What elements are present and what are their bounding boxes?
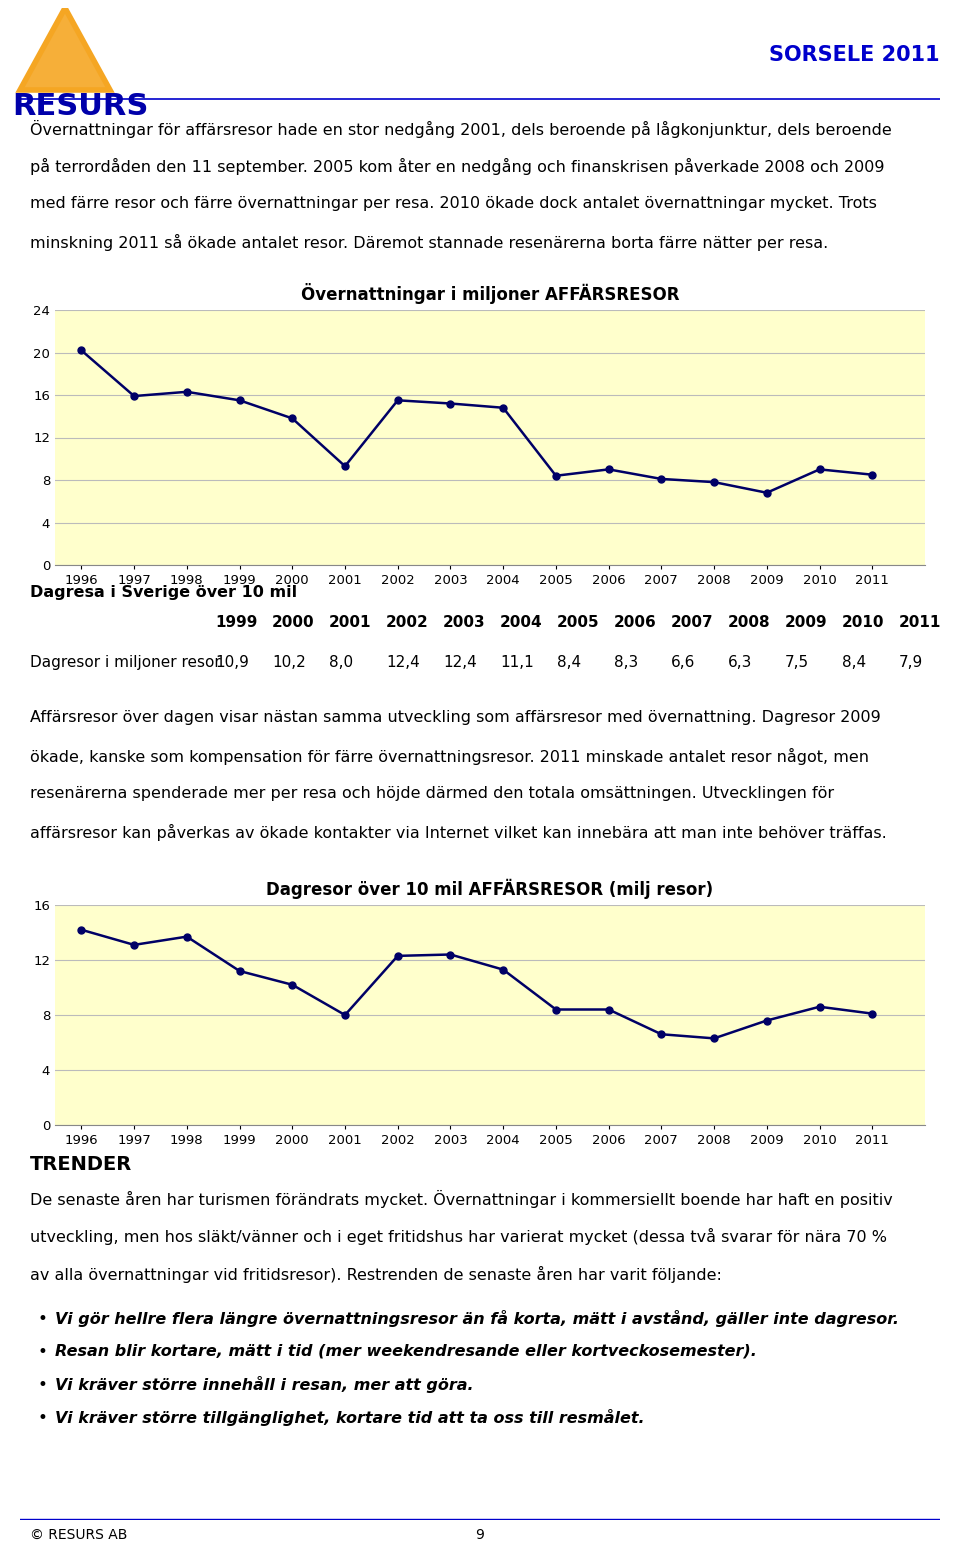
Text: 12,4: 12,4 bbox=[386, 655, 420, 671]
Text: Dagresa i Sverige över 10 mil: Dagresa i Sverige över 10 mil bbox=[30, 585, 298, 601]
Title: Dagresor över 10 mil AFFÄRSRESOR (milj resor): Dagresor över 10 mil AFFÄRSRESOR (milj r… bbox=[267, 879, 713, 899]
Text: utveckling, men hos släkt/vänner och i eget fritidshus har varierat mycket (dess: utveckling, men hos släkt/vänner och i e… bbox=[30, 1228, 887, 1245]
Text: resenärerna spenderade mer per resa och höjde därmed den totala omsättningen. Ut: resenärerna spenderade mer per resa och … bbox=[30, 786, 834, 801]
Text: Dagresor i miljoner resor: Dagresor i miljoner resor bbox=[30, 655, 221, 671]
Text: •: • bbox=[38, 1410, 48, 1427]
Text: 8,4: 8,4 bbox=[842, 655, 866, 671]
Text: TRENDER: TRENDER bbox=[30, 1155, 132, 1173]
Text: 7,5: 7,5 bbox=[785, 655, 809, 671]
Text: 2010: 2010 bbox=[842, 615, 884, 630]
Text: 2008: 2008 bbox=[728, 615, 771, 630]
Text: •: • bbox=[38, 1310, 48, 1327]
Text: 2003: 2003 bbox=[443, 615, 486, 630]
Text: 2005: 2005 bbox=[557, 615, 600, 630]
Polygon shape bbox=[20, 8, 110, 90]
Text: minskning 2011 så ökade antalet resor. Däremot stannade resenärerna borta färre : minskning 2011 så ökade antalet resor. D… bbox=[30, 233, 828, 251]
Text: med färre resor och färre övernattningar per resa. 2010 ökade dock antalet övern: med färre resor och färre övernattningar… bbox=[30, 196, 876, 212]
Text: 2004: 2004 bbox=[500, 615, 542, 630]
Text: 6,6: 6,6 bbox=[671, 655, 695, 671]
Text: på terrordåden den 11 september. 2005 kom åter en nedgång och finanskrisen påver: på terrordåden den 11 september. 2005 ko… bbox=[30, 159, 884, 174]
Text: ökade, kanske som kompensation för färre övernattningsresor. 2011 minskade antal: ökade, kanske som kompensation för färre… bbox=[30, 748, 869, 766]
Text: 12,4: 12,4 bbox=[443, 655, 477, 671]
Text: 10,2: 10,2 bbox=[272, 655, 305, 671]
Text: 2006: 2006 bbox=[614, 615, 657, 630]
Text: SORSELE 2011: SORSELE 2011 bbox=[769, 45, 940, 65]
Text: av alla övernattningar vid fritidsresor). Restrenden de senaste åren har varit f: av alla övernattningar vid fritidsresor)… bbox=[30, 1267, 722, 1284]
Text: •: • bbox=[38, 1343, 48, 1362]
Text: © RESURS AB: © RESURS AB bbox=[30, 1528, 128, 1542]
Text: 9: 9 bbox=[475, 1528, 484, 1542]
Text: 8,0: 8,0 bbox=[329, 655, 353, 671]
Text: 2007: 2007 bbox=[671, 615, 713, 630]
Text: Vi kräver större innehåll i resan, mer att göra.: Vi kräver större innehåll i resan, mer a… bbox=[55, 1376, 473, 1393]
Text: affärsresor kan påverkas av ökade kontakter via Internet vilket kan innebära att: affärsresor kan påverkas av ökade kontak… bbox=[30, 825, 887, 840]
Text: RESURS: RESURS bbox=[12, 92, 149, 121]
Text: 11,1: 11,1 bbox=[500, 655, 534, 671]
Text: 10,9: 10,9 bbox=[215, 655, 249, 671]
Text: 2002: 2002 bbox=[386, 615, 429, 630]
Text: Vi kräver större tillgänglighet, kortare tid att ta oss till resmålet.: Vi kräver större tillgänglighet, kortare… bbox=[55, 1410, 644, 1425]
Text: Resan blir kortare, mätt i tid (mer weekendresande eller kortveckosemester).: Resan blir kortare, mätt i tid (mer week… bbox=[55, 1343, 756, 1358]
Title: Övernattningar i miljoner AFFÄRSRESOR: Övernattningar i miljoner AFFÄRSRESOR bbox=[300, 283, 680, 305]
Text: 8,3: 8,3 bbox=[614, 655, 638, 671]
Text: 2000: 2000 bbox=[272, 615, 315, 630]
Text: Vi gör hellre flera längre övernattningsresor än få korta, mätt i avstånd, gälle: Vi gör hellre flera längre övernattnings… bbox=[55, 1310, 899, 1327]
Text: De senaste åren har turismen förändrats mycket. Övernattningar i kommersiellt bo: De senaste åren har turismen förändrats … bbox=[30, 1190, 893, 1207]
Text: Övernattningar för affärsresor hade en stor nedgång 2001, dels beroende på lågko: Övernattningar för affärsresor hade en s… bbox=[30, 120, 892, 138]
Text: 2011: 2011 bbox=[899, 615, 942, 630]
Text: 8,4: 8,4 bbox=[557, 655, 581, 671]
Text: Affärsresor över dagen visar nästan samma utveckling som affärsresor med övernat: Affärsresor över dagen visar nästan samm… bbox=[30, 710, 880, 725]
Text: •: • bbox=[38, 1376, 48, 1394]
Text: 7,9: 7,9 bbox=[899, 655, 924, 671]
Text: 6,3: 6,3 bbox=[728, 655, 753, 671]
Text: 2001: 2001 bbox=[329, 615, 372, 630]
Text: 2009: 2009 bbox=[785, 615, 828, 630]
Text: 1999: 1999 bbox=[215, 615, 257, 630]
